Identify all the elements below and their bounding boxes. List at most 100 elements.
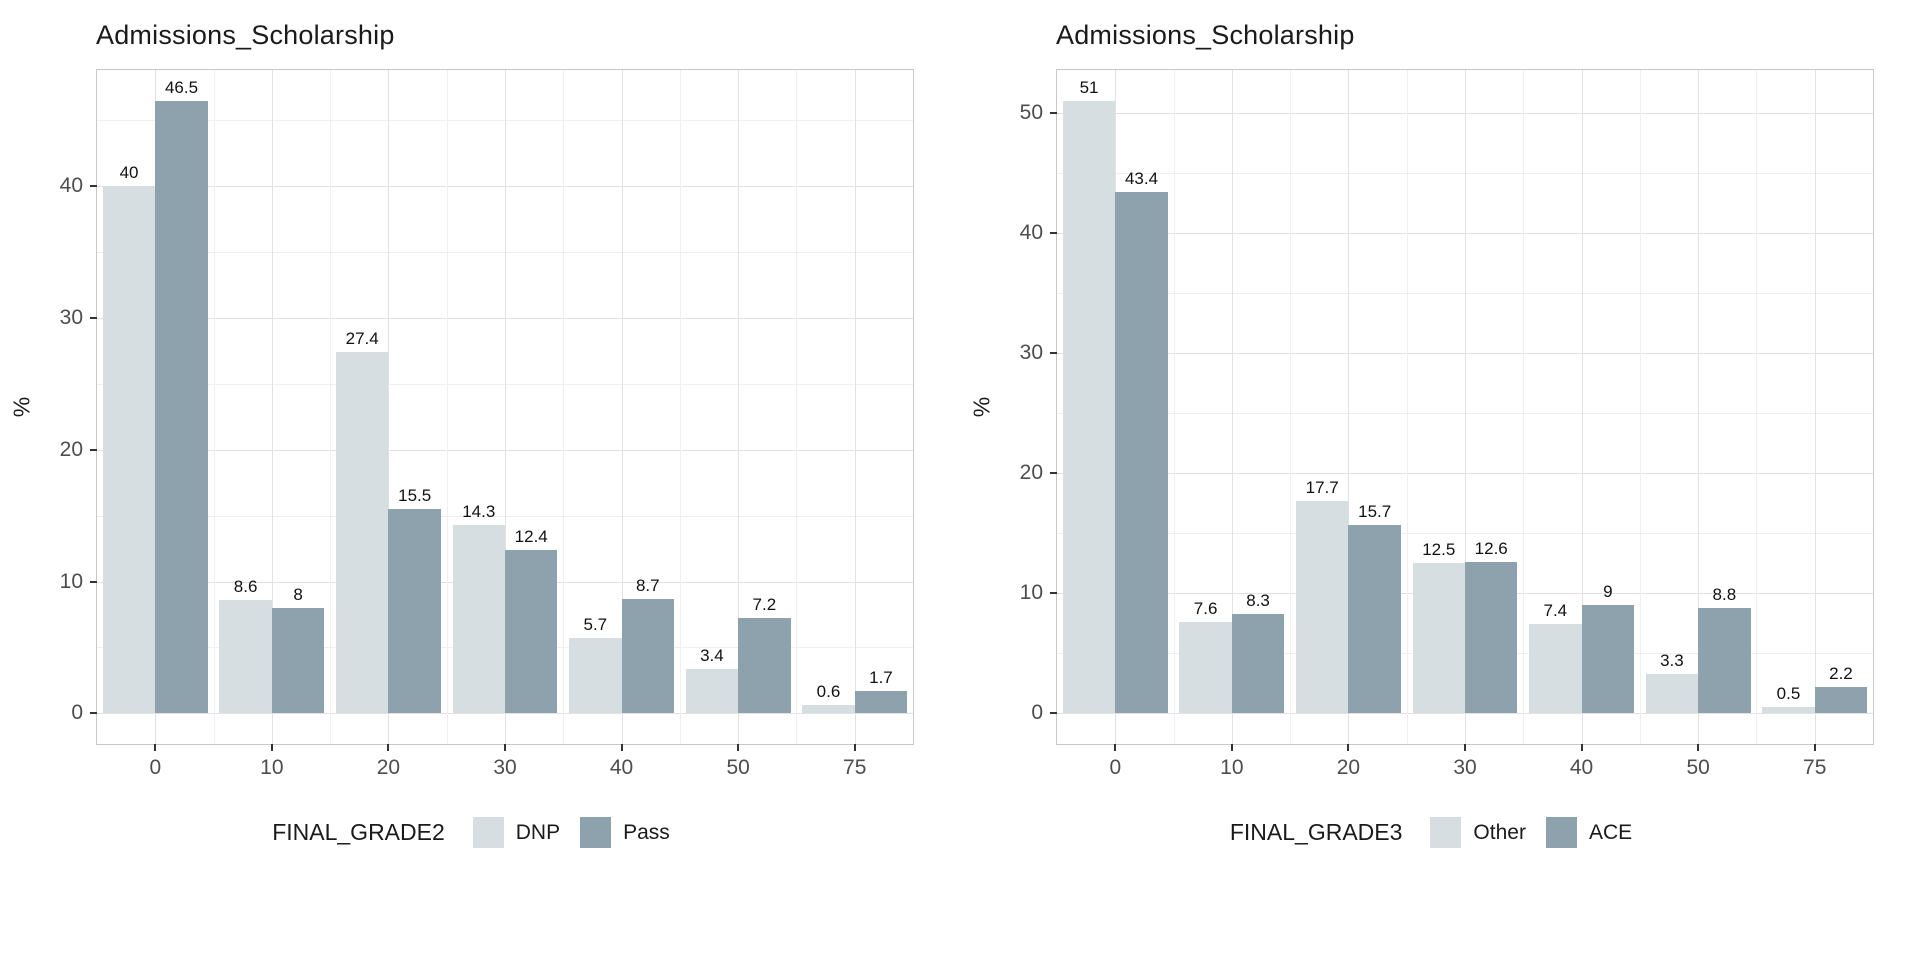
y-tick-label: 40 <box>59 174 83 198</box>
x-tick-mark <box>1813 744 1816 751</box>
y-axis-title: % <box>8 396 35 418</box>
bar-value-label: 0.6 <box>816 682 841 702</box>
x-tick-mark <box>620 744 623 751</box>
bar-value-label: 43.4 <box>1124 168 1159 188</box>
plot-panel: 51 7.6 17.7 12.5 7.4 3.3 0.5 43.4 8.3 15.7 12.6 9 8.… <box>1020 69 1874 779</box>
x-tick-mark <box>1230 744 1233 751</box>
bar-value-label: 7.4 <box>1543 601 1568 621</box>
bar-value-label: 27.4 <box>345 329 379 349</box>
chart-final-grade3: Admissions_Scholarship % 51 7.6 17.7 12.5 7.… <box>960 0 1920 848</box>
gridline-minor-v <box>563 70 565 744</box>
bar-other <box>1062 100 1116 714</box>
y-tick-mark <box>90 185 97 188</box>
y-tick-mark <box>90 448 97 451</box>
bar-value-label: 17.7 <box>1305 477 1339 497</box>
bar-ace <box>1465 561 1518 714</box>
gridline-minor-v <box>796 70 798 744</box>
bar-value-label: 8.6 <box>233 577 258 596</box>
legend: FINAL_GRADE2 DNP Pass <box>12 817 930 848</box>
bar-ace <box>1231 613 1285 714</box>
y-tick-mark <box>1050 712 1057 715</box>
bar-other <box>1412 563 1465 714</box>
bar-value-label: 0.5 <box>1776 684 1801 704</box>
bar-value-label: 40 <box>119 163 139 183</box>
x-tick-mark <box>1580 744 1583 751</box>
bar-value-label: 7.2 <box>752 595 777 615</box>
y-tick-label: 0 <box>71 701 83 725</box>
x-tick-label: 20 <box>1336 756 1361 779</box>
bar-other <box>1179 622 1232 714</box>
gridline-major-v <box>1231 70 1233 744</box>
bar-value-label: 9 <box>1603 582 1613 602</box>
gridline-major-v <box>854 70 856 744</box>
bar-other <box>1645 673 1699 714</box>
gridline-major-v <box>1348 70 1350 744</box>
plot-area: % 40 8.6 27.4 14.3 5.7 3.4 0.6 46.5 8 15.5 12.4 8.7… <box>9 69 914 779</box>
x-tick-label: 30 <box>1453 756 1477 779</box>
x-tick-label: 50 <box>1686 756 1710 779</box>
bar-ace <box>1115 191 1168 714</box>
y-tick-mark <box>90 317 97 320</box>
bar-value-label: 46.5 <box>164 77 199 97</box>
bar-dnp <box>685 668 739 714</box>
gridline-minor-v <box>1173 70 1175 744</box>
plot-panel: 40 8.6 27.4 14.3 5.7 3.4 0.6 46.5 8 15.5 12.4 8.7 7.… <box>60 69 914 779</box>
x-tick-mark <box>1114 744 1117 751</box>
bar-pass <box>271 607 325 714</box>
gridline-minor-v <box>679 70 681 744</box>
y-tick-mark <box>1050 111 1057 114</box>
x-tick-mark <box>154 744 157 751</box>
bar-value-label: 8.7 <box>635 575 660 595</box>
gridline-major-v <box>271 70 273 744</box>
gridline-minor-v <box>1406 70 1408 744</box>
gridline-major-v <box>1465 70 1466 744</box>
plot-area: % 51 7.6 17.7 12.5 7.4 3.3 0.5 43.4 8.3 15.7 12.6 9… <box>969 69 1874 779</box>
legend: FINAL_GRADE3 Other ACE <box>972 817 1890 848</box>
x-tick-mark <box>270 744 273 751</box>
y-tick-label: 30 <box>59 306 83 330</box>
x-tick-label: 0 <box>1109 756 1122 779</box>
bar-pass <box>738 618 791 714</box>
y-tick-label: 10 <box>59 569 83 593</box>
x-tick-mark <box>387 744 390 751</box>
legend-swatch-pass <box>580 817 612 848</box>
x-tick-mark <box>504 744 506 751</box>
y-tick-mark <box>1050 351 1057 354</box>
legend-swatch-other <box>1430 817 1462 848</box>
bar-dnp <box>219 600 272 714</box>
bar-value-label: 3.3 <box>1660 650 1684 670</box>
y-tick-label: 40 <box>1019 220 1043 244</box>
x-tick-label: 75 <box>843 756 867 779</box>
gridline-minor-v <box>1639 70 1641 744</box>
bar-value-label: 15.5 <box>398 486 432 506</box>
x-tick-mark <box>1697 744 1700 751</box>
y-tick-mark <box>1050 231 1057 234</box>
x-tick-label: 10 <box>1220 756 1244 779</box>
gridline-minor-v <box>213 70 215 744</box>
bar-ace <box>1698 607 1751 714</box>
y-tick-mark <box>1050 472 1057 475</box>
bar-dnp <box>335 352 389 714</box>
bar-dnp <box>102 186 156 714</box>
bar-value-label: 7.6 <box>1193 599 1218 619</box>
chart-title: Admissions_Scholarship <box>1056 20 1355 50</box>
bar-value-label: 8.8 <box>1712 584 1737 604</box>
bar-value-label: 12.4 <box>514 526 548 546</box>
bar-value-label: 14.3 <box>462 501 496 521</box>
x-tick-label: 75 <box>1803 756 1827 779</box>
y-tick-label: 20 <box>1019 461 1043 485</box>
bar-dnp <box>452 524 505 714</box>
gridline-major-v <box>1698 70 1700 744</box>
legend-label-ace: ACE <box>1588 820 1633 844</box>
gridline-major-v <box>1814 70 1816 744</box>
bar-other <box>1762 707 1815 714</box>
x-tick-label: 50 <box>726 756 750 779</box>
x-tick-label: 20 <box>376 756 401 779</box>
legend-swatch-dnp <box>472 817 504 848</box>
legend-item-dnp: DNP <box>472 817 560 848</box>
legend-item-pass: Pass <box>580 817 670 848</box>
legend-item-ace: ACE <box>1545 817 1633 848</box>
bar-value-label: 15.7 <box>1358 501 1392 521</box>
legend-label-pass: Pass <box>623 820 670 844</box>
y-tick-mark <box>1050 592 1057 595</box>
